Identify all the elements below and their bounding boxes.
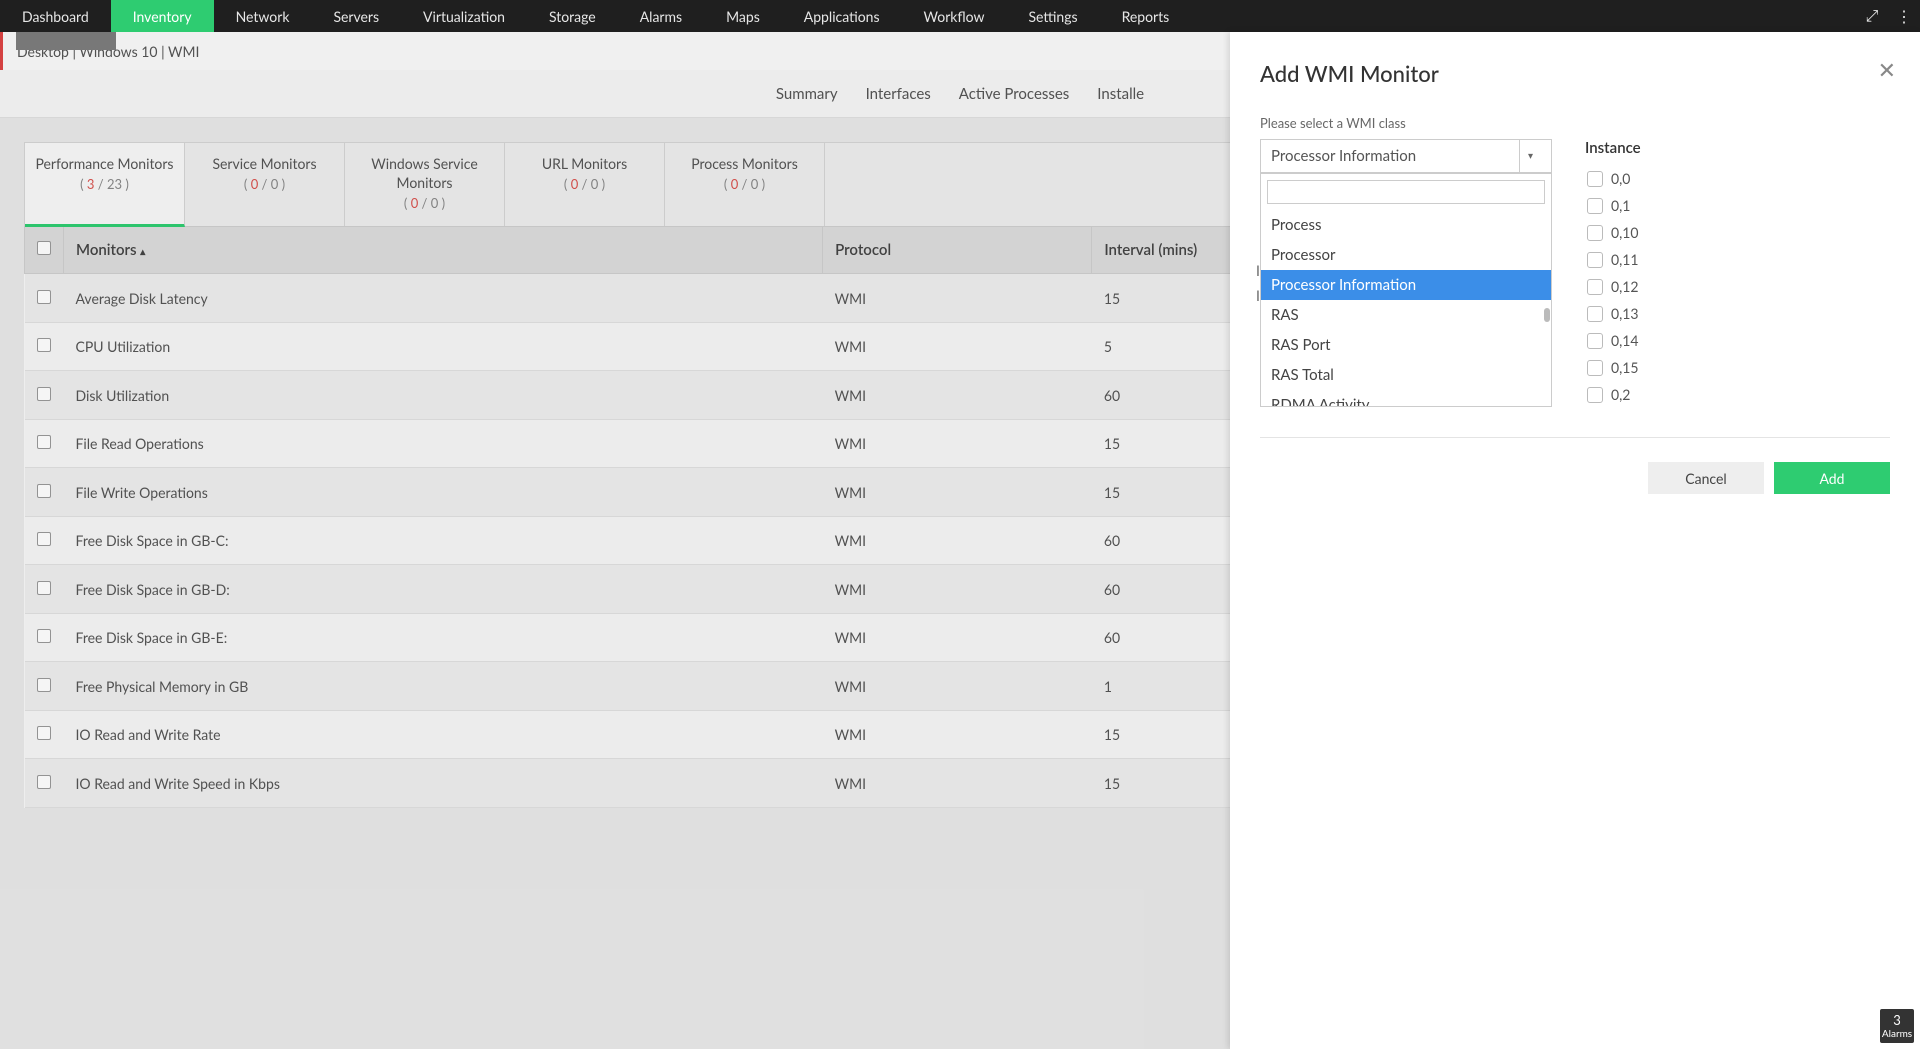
instance-checkbox[interactable] [1587,252,1603,268]
nav-spacer [1191,0,1856,32]
instance-checkbox[interactable] [1587,171,1603,187]
nav-virtualization[interactable]: Virtualization [401,0,527,32]
instance-label: 0,0 [1611,170,1630,187]
nav-inventory[interactable]: Inventory [111,0,214,32]
wmi-option[interactable]: Processor [1261,240,1551,270]
instance-header: Instance [1585,139,1890,157]
panel-divider [1260,437,1890,438]
instance-checkbox[interactable] [1587,306,1603,322]
wmi-option[interactable]: RAS Total [1261,360,1551,390]
wmi-class-selected[interactable]: Processor Information ▾ [1260,139,1552,173]
nav-storage[interactable]: Storage [527,0,618,32]
nav-reports[interactable]: Reports [1100,0,1192,32]
instance-checkbox[interactable] [1587,225,1603,241]
instance-label: 0,2 [1611,386,1630,403]
top-nav: DashboardInventoryNetworkServersVirtuali… [0,0,1920,32]
panel-buttons: Cancel Add [1260,462,1890,494]
instance-label: 0,10 [1611,224,1639,241]
wmi-option[interactable]: RAS Port [1261,330,1551,360]
instance-row[interactable]: 0,10 [1585,219,1890,246]
instance-label: 0,15 [1611,359,1639,376]
wmi-class-dropdown: ProcessProcessorProcessor InformationRAS… [1260,173,1552,407]
nav-network[interactable]: Network [214,0,312,32]
instance-row[interactable]: 0,2 [1585,381,1890,408]
alarms-badge[interactable]: 3 Alarms [1880,1009,1914,1043]
instance-row[interactable]: 0,13 [1585,300,1890,327]
nav-maps[interactable]: Maps [704,0,782,32]
nav-workflow[interactable]: Workflow [902,0,1007,32]
cancel-button[interactable]: Cancel [1648,462,1764,494]
alarms-count: 3 [1893,1012,1901,1028]
instance-row[interactable]: 0,14 [1585,327,1890,354]
nav-applications[interactable]: Applications [782,0,902,32]
wmi-option[interactable]: RAS [1261,300,1551,330]
add-wmi-monitor-panel: Add WMI Monitor ✕ Please select a WMI cl… [1230,32,1920,1049]
wmi-option[interactable]: RDMA Activity [1261,390,1551,406]
panel-hint: Please select a WMI class [1260,115,1890,131]
add-button[interactable]: Add [1774,462,1890,494]
fullscreen-toggle-icon[interactable]: ⤢ [1856,0,1888,32]
nav-dashboard[interactable]: Dashboard [0,0,111,32]
instance-checkbox[interactable] [1587,198,1603,214]
instance-row[interactable]: 0,12 [1585,273,1890,300]
instance-list[interactable]: 0,0 0,1 0,10 0,11 0,12 0,13 0,14 0,15 0,2 [1585,165,1890,415]
wmi-class-options: ProcessProcessorProcessor InformationRAS… [1261,210,1551,406]
instance-checkbox[interactable] [1587,333,1603,349]
instance-column: Instance 0,00,10,100,110,120,130,140,150… [1585,139,1890,415]
instance-label: 0,1 [1611,197,1630,214]
chevron-down-icon[interactable]: ▾ [1519,140,1541,172]
wmi-class-select[interactable]: Processor Information ▾ ProcessProcessor… [1260,139,1552,173]
wmi-class-selected-label: Processor Information [1271,147,1416,165]
wmi-class-search-input[interactable] [1267,180,1545,204]
instance-checkbox[interactable] [1587,387,1603,403]
instance-checkbox[interactable] [1587,360,1603,376]
more-menu-icon[interactable]: ⋮ [1888,0,1920,32]
instance-checkbox[interactable] [1587,279,1603,295]
close-icon[interactable]: ✕ [1878,56,1896,84]
add-button-label: Add [1819,470,1844,487]
dropdown-scrollbar[interactable] [1544,308,1550,322]
instance-label: 0,12 [1611,278,1639,295]
instance-label: 0,13 [1611,305,1639,322]
instance-label: 0,11 [1611,251,1639,268]
nav-alarms[interactable]: Alarms [618,0,704,32]
alarms-label: Alarms [1882,1028,1912,1040]
wmi-class-column: Processor Information ▾ ProcessProcessor… [1260,139,1565,415]
instance-row[interactable]: 0,11 [1585,246,1890,273]
panel-title: Add WMI Monitor [1260,60,1890,87]
panel-columns: Processor Information ▾ ProcessProcessor… [1260,139,1890,415]
nav-servers[interactable]: Servers [311,0,401,32]
wmi-option[interactable]: Processor Information [1261,270,1551,300]
instance-label: 0,14 [1611,332,1639,349]
instance-row[interactable]: 0,0 [1585,165,1890,192]
nav-settings[interactable]: Settings [1006,0,1099,32]
instance-row[interactable]: 0,1 [1585,192,1890,219]
cancel-button-label: Cancel [1685,470,1726,487]
wmi-option[interactable]: Process [1261,210,1551,240]
instance-row[interactable]: 0,15 [1585,354,1890,381]
